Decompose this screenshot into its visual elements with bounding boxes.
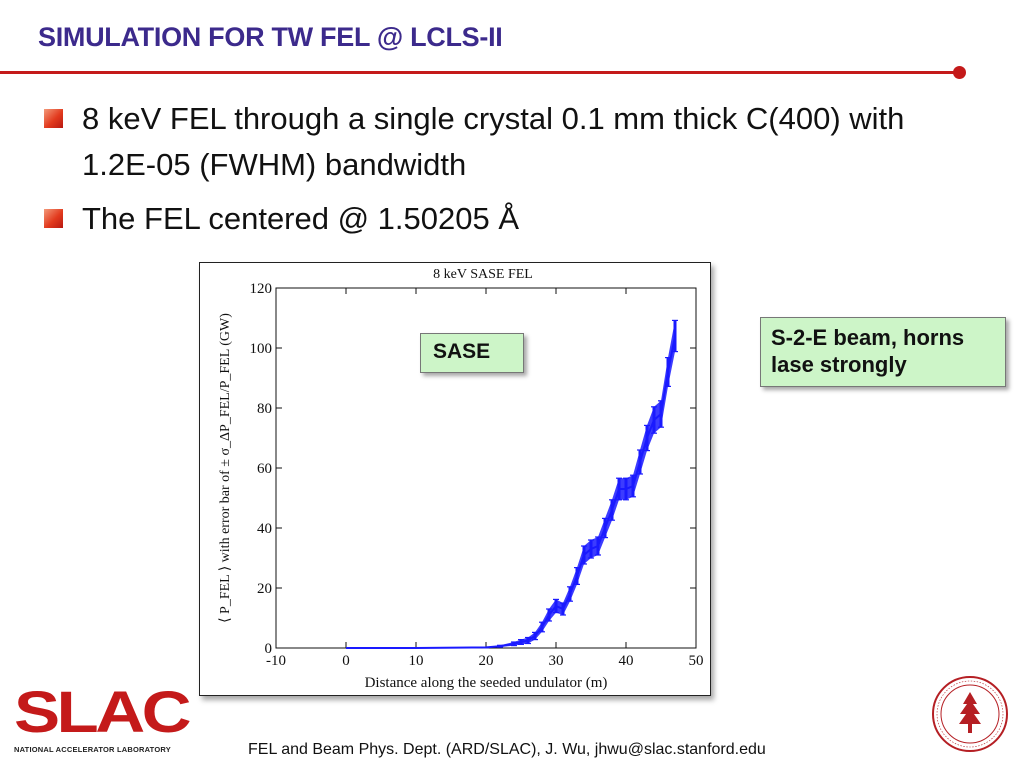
slac-logo: SLAC NATIONAL ACCELERATOR LABORATORY — [14, 680, 194, 754]
sase-callout: SASE — [420, 333, 524, 373]
footer-text: FEL and Beam Phys. Dept. (ARD/SLAC), J. … — [248, 741, 766, 758]
chart: 8 keV SASE FEL -10 0 10 20 30 40 50 0204060801… — [218, 267, 704, 691]
slide-title: SIMULATION FOR TW FEL @ LCLS-II — [38, 22, 503, 52]
y-axis-label: ⟨ P_FEL ⟩ with error bar of ± σ_ΔP_FEL/P… — [218, 313, 233, 623]
x-tick-label: 40 — [619, 653, 634, 669]
series-line — [346, 335, 676, 649]
slac-logo-icon: SLAC — [14, 680, 194, 745]
title-rule — [0, 71, 958, 74]
series-sase — [346, 319, 678, 649]
y-axis: 0 20 40 60 80 100 120 — [250, 281, 696, 657]
chart-title: 8 keV SASE FEL — [433, 267, 533, 282]
x-tick-label: 30 — [549, 653, 564, 669]
x-tick-label: 50 — [689, 653, 704, 669]
y-tick-label: 0 — [265, 641, 273, 657]
slac-tagline: NATIONAL ACCELERATOR LABORATORY — [14, 745, 171, 754]
s2e-callout-line: lase strongly — [771, 352, 907, 377]
y-tick-label: 100 — [250, 341, 273, 357]
bullet-item: The FEL centered @ 1.50205 Å — [44, 196, 984, 242]
x-tick-label: 0 — [342, 653, 350, 669]
y-tick-label: 20 — [257, 581, 272, 597]
bullet-square-icon — [44, 209, 63, 228]
bullet-item: 8 keV FEL through a single crystal 0.1 m… — [44, 96, 984, 188]
chart-frame: 8 keV SASE FEL -10 0 10 20 30 40 50 0 20 40 60 80 1… — [199, 262, 711, 696]
s2e-callout: S-2-E beam, horns lase strongly — [760, 317, 1006, 387]
x-axis-label: Distance along the seeded undulator (m) — [365, 675, 608, 691]
title-rule-end-dot — [953, 66, 966, 79]
x-tick-label: -10 — [266, 653, 286, 669]
stanford-seal-icon — [932, 676, 1008, 752]
y-tick-label: 120 — [250, 281, 273, 297]
x-tick-label: 20 — [479, 653, 494, 669]
bullet-list: 8 keV FEL through a single crystal 0.1 m… — [44, 96, 984, 242]
bullet-text: 8 keV FEL through a single crystal 0.1 m… — [82, 101, 905, 182]
x-axis: -10 0 10 20 30 40 50 — [266, 288, 704, 669]
y-tick-label: 40 — [257, 521, 272, 537]
y-tick-label: 80 — [257, 401, 272, 417]
y-tick-label: 60 — [257, 461, 272, 477]
s2e-callout-line: S-2-E beam, horns — [771, 325, 965, 350]
slac-logo-text: SLAC — [14, 686, 190, 738]
x-tick-label: 10 — [409, 653, 424, 669]
bullet-square-icon — [44, 109, 63, 128]
bullet-text: The FEL centered @ 1.50205 Å — [82, 201, 520, 236]
